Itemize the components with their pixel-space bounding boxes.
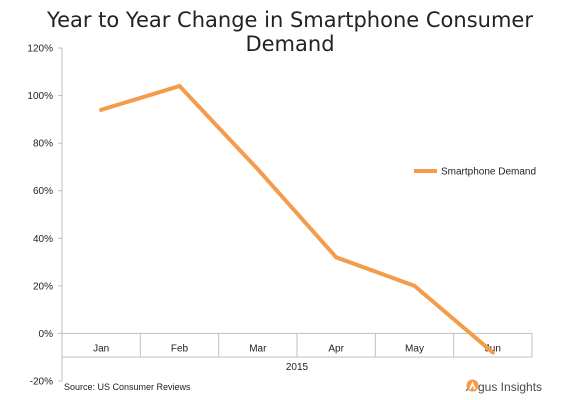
legend-label: Smartphone Demand (441, 167, 536, 178)
y-tick-label: 120% (27, 44, 53, 55)
y-tick-labels: 120% 100% 80% 60% 40% 20% 0% -20% (27, 44, 62, 388)
series-line (99, 84, 495, 355)
y-tick-label: 20% (33, 281, 53, 292)
x-tick-labels: Jan Feb Mar Apr May Jun 2015 (93, 343, 501, 373)
x-group-label: 2015 (286, 362, 309, 373)
x-axis-category-band (62, 332, 533, 358)
y-tick-label: 60% (33, 186, 53, 197)
y-tick-label: 80% (33, 139, 53, 150)
legend: Smartphone Demand (414, 167, 536, 178)
data-point (255, 167, 260, 172)
x-tick-label: Mar (249, 343, 267, 354)
x-tick-label: Jan (93, 343, 109, 354)
source-note: Source: US Consumer Reviews (64, 382, 191, 392)
x-tick-label: Apr (328, 343, 344, 354)
y-tick-label: 100% (27, 91, 53, 102)
data-point (334, 255, 339, 260)
data-point (490, 350, 495, 355)
y-tick-label: 0% (39, 329, 54, 340)
y-tick-label: 40% (33, 234, 53, 245)
argus-logo-icon (466, 379, 479, 392)
chart-title: Year to Year Change in Smartphone Consum… (47, 8, 533, 56)
x-tick-label: May (405, 343, 424, 354)
brand-name: Argus Insights (466, 380, 543, 394)
brand: Argus Insights (466, 379, 542, 395)
x-tick-label: Feb (171, 343, 189, 354)
series-layer (99, 84, 495, 355)
data-point (177, 84, 182, 89)
y-tick-label: -20% (30, 377, 53, 388)
x-tick-label: Jun (485, 343, 501, 354)
data-point (99, 107, 104, 112)
data-point (412, 283, 417, 288)
